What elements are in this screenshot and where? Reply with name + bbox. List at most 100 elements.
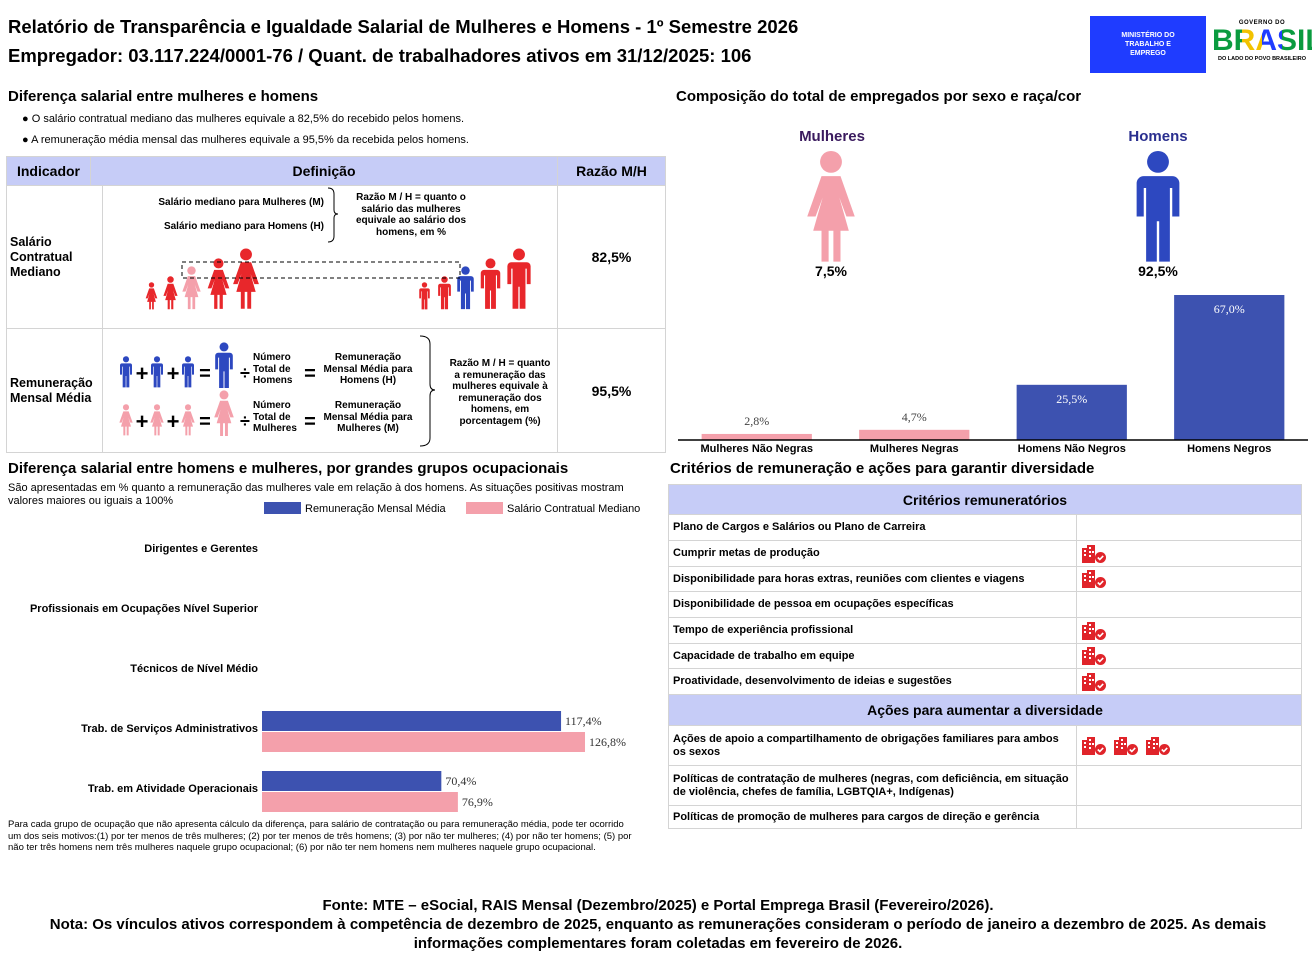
- icon: [1081, 620, 1107, 641]
- diagram-text: Número Total de Homens: [253, 352, 293, 386]
- criteria-label: Capacidade de trabalho em equipe: [669, 644, 1077, 668]
- bar: [1016, 384, 1127, 440]
- criteria-row: Cumprir metas de produção: [668, 541, 1302, 567]
- woman-icon: [807, 150, 855, 262]
- person-icon: [507, 248, 531, 309]
- action-row: Políticas de contratação de mulheres (ne…: [668, 766, 1302, 806]
- chart-subtitle: São apresentadas em % quanto a remuneraç…: [8, 482, 624, 507]
- value-label: 76,9%: [462, 795, 493, 809]
- definition-diagram: + + = ÷ = + + = ÷ =: [119, 187, 531, 447]
- table-header: Ações para aumentar a diversidade: [668, 695, 1302, 726]
- operator: +: [167, 361, 180, 386]
- value-label: 2,8%: [744, 414, 769, 428]
- subtitle: Empregador: 03.117.224/0001-76 / Quant. …: [8, 45, 752, 66]
- brace: [419, 335, 436, 447]
- person-icon: [419, 282, 430, 310]
- criteria-row: Plano de Cargos e Salários ou Plano de C…: [668, 515, 1302, 541]
- action-label: Políticas de promoção de mulheres para c…: [669, 806, 1077, 828]
- action-row: Políticas de promoção de mulheres para c…: [668, 806, 1302, 829]
- bar: [701, 433, 812, 440]
- criteria-label: Plano de Cargos e Salários ou Plano de C…: [669, 515, 1077, 540]
- icon: [1113, 735, 1139, 756]
- ratio: 82,5%: [557, 185, 666, 329]
- person-icon: [151, 356, 163, 388]
- footer: Fonte: MTE – eSocial, RAIS Mensal (Dezem…: [8, 896, 1308, 953]
- operator: =: [304, 411, 316, 433]
- logo-mte-text: MINISTÉRIO DO TRABALHO E EMPREGO: [1121, 32, 1175, 57]
- icon-cell: [1077, 669, 1301, 694]
- action-label: Políticas de contratação de mulheres (ne…: [669, 766, 1077, 805]
- criteria-row: Disponibilidade de pessoa em ocupações e…: [668, 592, 1302, 618]
- person-icon: [120, 356, 132, 388]
- legend-label: Remuneração Mensal Média: [305, 503, 447, 515]
- section-title: Composição do total de empregados por se…: [676, 88, 1082, 105]
- bar: [262, 711, 562, 731]
- men-share: 92,5%: [1138, 263, 1178, 279]
- operator: ÷: [240, 363, 250, 383]
- criteria-label: Proatividade, desenvolvimento de ideias …: [669, 669, 1077, 694]
- section-title: Diferença salarial entre mulheres e home…: [8, 88, 319, 105]
- diagram-text: Salário mediano para Mulheres (M): [158, 197, 324, 208]
- value-label: 70,4%: [445, 774, 476, 788]
- x-tick-label: Homens Negros: [1187, 443, 1271, 455]
- y-tick-label: Trab. em Atividade Operacionais: [88, 783, 258, 795]
- bar: [262, 792, 458, 812]
- diagram-text: Salário mediano para Homens (H): [163, 221, 324, 232]
- value-label: 25,5%: [1056, 392, 1087, 406]
- y-tick-label: Técnicos de Nível Médio: [130, 663, 258, 675]
- use: [1081, 543, 1107, 564]
- use: [1081, 735, 1107, 756]
- icon: [1081, 569, 1107, 589]
- use: [1081, 646, 1107, 666]
- diagram-text: Número Total de Mulheres: [253, 400, 297, 434]
- value-label: 126,8%: [589, 735, 626, 749]
- logo-gov-main: BRASIL: [1212, 24, 1316, 57]
- icon-cell: [1077, 541, 1301, 566]
- y-tick-label: Trab. de Serviços Administrativos: [81, 723, 258, 735]
- person-icon: [214, 390, 234, 437]
- bullet: ● O salário contratual mediano das mulhe…: [22, 113, 465, 125]
- diagram-text: Remuneração Mensal Média para Homens (H): [323, 352, 413, 386]
- icon-cell: [1077, 644, 1301, 668]
- x-tick-label: Mulheres Não Negras: [701, 443, 813, 455]
- person-icon: [233, 248, 259, 309]
- operator: =: [304, 363, 316, 385]
- y-tick-label: Dirigentes e Gerentes: [144, 543, 258, 555]
- legend-label: Salário Contratual Mediano: [507, 503, 640, 515]
- person-icon: [438, 276, 451, 310]
- bar: [859, 429, 970, 440]
- person-icon: [150, 404, 164, 436]
- operator: +: [167, 409, 180, 434]
- person-icon: [480, 258, 501, 309]
- bullet-text: O salário contratual mediano das mulhere…: [31, 113, 465, 125]
- table-header: Critérios remuneratórios: [668, 484, 1302, 515]
- operator: =: [199, 411, 211, 433]
- footer-note: Nota: Os vínculos ativos correspondem à …: [49, 916, 1267, 952]
- x-tick-label: Homens Não Negros: [1018, 443, 1126, 455]
- person-icon: [119, 404, 133, 436]
- person-icon: [207, 258, 230, 309]
- chart-note: Para cada grupo de ocupação que não apre…: [8, 819, 632, 853]
- action-label: Ações de apoio a compartilhamento de obr…: [669, 726, 1077, 765]
- women-share: 7,5%: [815, 263, 847, 279]
- hbar-chart: Remuneração Mensal Média Salário Contratu…: [30, 502, 640, 812]
- criteria-label: Tempo de experiência profissional: [669, 618, 1077, 643]
- use: [1081, 569, 1107, 589]
- criteria-row: Tempo de experiência profissional: [668, 618, 1302, 644]
- diagram-text: Razão M / H = quanto o salário das mulhe…: [355, 192, 467, 238]
- logo-gov: GOVERNO DO BRASIL DO LADO DO POVO BRASIL…: [1212, 20, 1316, 62]
- icon: [1081, 671, 1107, 692]
- use: [1081, 671, 1107, 692]
- operator: =: [199, 363, 211, 385]
- footer-source: Fonte: MTE – eSocial, RAIS Mensal (Dezem…: [322, 897, 994, 914]
- use: [1113, 735, 1139, 756]
- criteria-row: Disponibilidade para horas extras, reuni…: [668, 567, 1302, 592]
- person-icon: [181, 404, 195, 436]
- person-icon: [182, 356, 194, 388]
- section-title: Diferença salarial entre homens e mulher…: [8, 460, 569, 477]
- section-title: Critérios de remuneração e ações para ga…: [670, 460, 1095, 477]
- icon-cell: [1077, 766, 1301, 805]
- table-header: Indicador: [6, 156, 91, 186]
- person-icon: [215, 342, 233, 389]
- person-icon: [182, 266, 201, 310]
